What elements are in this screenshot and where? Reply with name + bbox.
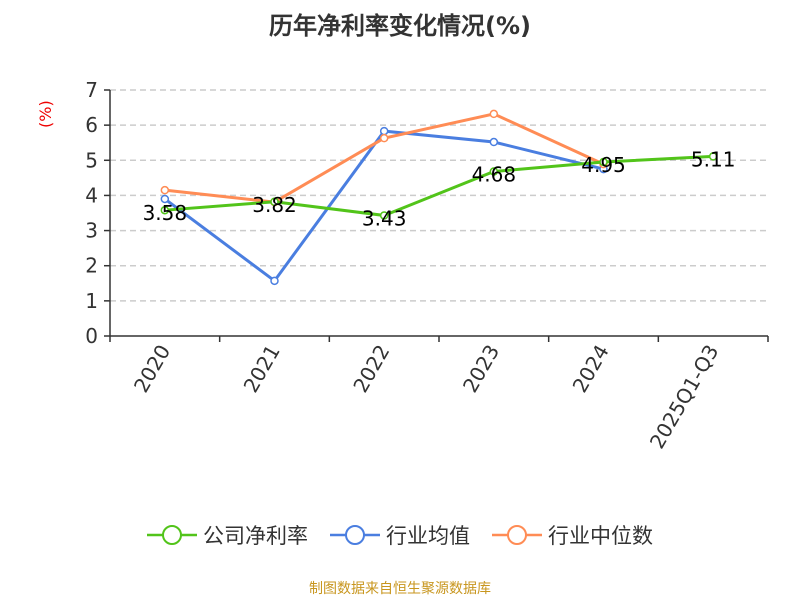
legend-label: 行业中位数	[548, 524, 653, 548]
y-tick-label: 1	[85, 289, 98, 313]
data-point	[379, 126, 389, 136]
legend-item[interactable]: 行业中位数	[492, 520, 653, 550]
source-note: 制图数据来自恒生聚源数据库	[309, 581, 491, 597]
data-point	[160, 205, 170, 215]
x-tick-label: 2023	[458, 341, 504, 397]
data-point	[489, 109, 499, 119]
x-tick-label: 2021	[239, 341, 285, 397]
data-point	[489, 137, 499, 147]
legend-item[interactable]: 行业均值	[330, 520, 470, 550]
plot-area: 0 1 2 3 4 5 6 7 2020 2021 2022 2023 2024 2025Q1-Q3 3.5…	[85, 78, 769, 453]
data-label: 3.43	[362, 206, 407, 230]
legend-marker-icon	[330, 525, 380, 545]
data-point	[270, 197, 279, 207]
data-label: 4.95	[581, 153, 626, 177]
legend-label: 公司净利率	[203, 524, 308, 548]
data-label: 3.58	[143, 201, 188, 225]
data-point	[160, 194, 170, 204]
data-point	[270, 276, 279, 286]
data-point	[379, 211, 389, 220]
y-tick-label: 3	[85, 219, 98, 243]
data-point	[379, 133, 389, 143]
legend-marker-icon	[492, 525, 542, 545]
data-label: 4.68	[472, 163, 517, 187]
legend-marker-icon	[147, 525, 197, 545]
y-tick-label: 6	[85, 113, 98, 137]
x-tick-label: 2020	[129, 341, 175, 397]
data-point	[708, 152, 718, 161]
y-tick-label: 7	[85, 78, 98, 102]
series-line-0	[164, 154, 714, 217]
y-tick-label: 4	[85, 183, 98, 207]
y-tick-label: 5	[85, 148, 98, 172]
data-label: 3.82	[252, 193, 297, 217]
chart-title: 历年净利率变化情况(%)	[269, 12, 531, 40]
y-tick-label: 0	[85, 324, 98, 348]
data-point	[160, 185, 170, 195]
x-tick-label: 2024	[568, 341, 614, 397]
x-tick-label: 2022	[348, 341, 394, 397]
data-label: 5.11	[691, 147, 736, 171]
legend-label: 行业均值	[386, 524, 470, 548]
data-point	[489, 167, 499, 176]
y-tick-label: 2	[85, 254, 98, 278]
data-point	[599, 157, 608, 167]
x-tick-label: 2025Q1-Q3	[645, 341, 724, 453]
legend: 公司净利率 行业均值 行业中位数	[0, 520, 800, 550]
legend-item[interactable]: 公司净利率	[147, 520, 308, 550]
